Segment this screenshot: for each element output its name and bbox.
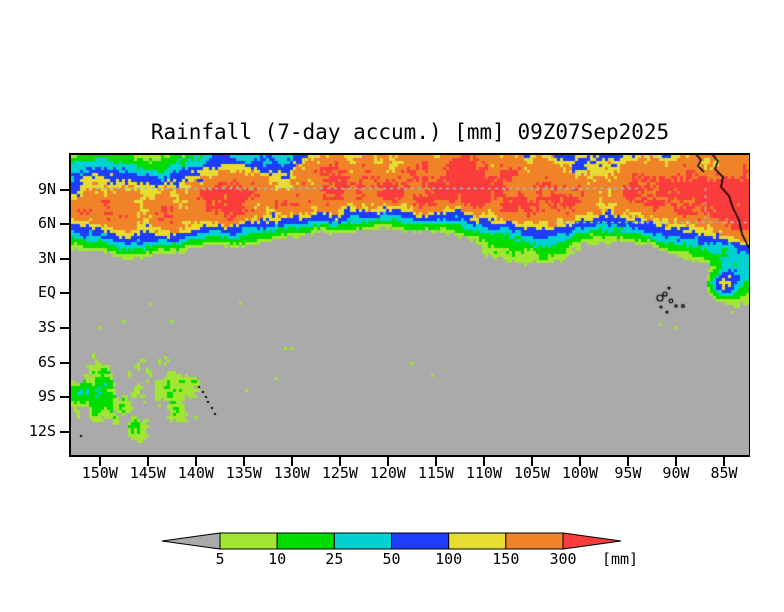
x-axis-label: 90W (662, 464, 690, 482)
x-axis-label: 125W (321, 464, 358, 482)
y-axis-label: 6S (37, 352, 56, 371)
colorbar-segment-3 (391, 532, 450, 550)
y-axis-label: 3N (37, 248, 56, 267)
colorbar-units-label: [mm] (601, 550, 639, 568)
x-axis-tick (722, 457, 725, 466)
colorbar-tick-label: 50 (382, 550, 401, 568)
colorbar-segment-2 (333, 532, 392, 550)
colorbar-arrow-left (161, 532, 221, 550)
colorbar-segment-0 (219, 532, 278, 550)
x-axis-tick (146, 457, 149, 466)
y-axis-label: 12S (28, 421, 56, 440)
x-axis-tick (338, 457, 341, 466)
y-axis-tick (60, 223, 69, 226)
colorbar-tick-label: 5 (215, 550, 225, 568)
colorbar-segment-5 (505, 532, 564, 550)
y-axis-tick (60, 292, 69, 295)
colorbar-tick-label: 300 (549, 550, 577, 568)
y-axis-label: 3S (37, 318, 56, 337)
rainfall-map-canvas (71, 155, 749, 455)
x-axis-tick (674, 457, 677, 466)
x-axis-tick (434, 457, 437, 466)
colorbar-tick-label: 10 (268, 550, 287, 568)
colorbar-segment-4 (448, 532, 507, 550)
x-axis-label: 130W (273, 464, 310, 482)
colorbar-tick-label: 150 (492, 550, 520, 568)
y-axis-tick (60, 361, 69, 364)
x-axis-tick (482, 457, 485, 466)
y-axis-label: 9S (37, 387, 56, 406)
colorbar (160, 531, 624, 551)
x-axis-label: 140W (177, 464, 214, 482)
x-axis-label: 150W (81, 464, 118, 482)
y-axis-tick (60, 396, 69, 399)
x-axis-label: 105W (513, 464, 550, 482)
y-axis-tick (60, 327, 69, 330)
y-axis-label: 9N (37, 179, 56, 198)
x-axis-label: 120W (369, 464, 406, 482)
colorbar-tick-label: 25 (325, 550, 344, 568)
x-axis-tick (242, 457, 245, 466)
x-axis-label: 145W (129, 464, 166, 482)
x-axis-label: 110W (465, 464, 502, 482)
x-axis-tick (386, 457, 389, 466)
x-axis-label: 115W (417, 464, 454, 482)
y-axis-tick (60, 257, 69, 260)
x-axis-label: 100W (561, 464, 598, 482)
y-axis-tick (60, 188, 69, 191)
chart-title: Rainfall (7-day accum.) [mm] 09Z07Sep202… (150, 120, 670, 144)
y-axis-label: 6N (37, 214, 56, 233)
x-axis-label: 85W (710, 464, 738, 482)
x-axis-label: 95W (614, 464, 642, 482)
colorbar-tick-label: 100 (435, 550, 463, 568)
x-axis-label: 135W (225, 464, 262, 482)
x-axis-tick (98, 457, 101, 466)
y-axis-tick (60, 430, 69, 433)
colorbar-arrow-right (562, 532, 622, 550)
x-axis-tick (530, 457, 533, 466)
x-axis-tick (290, 457, 293, 466)
y-axis-label: EQ (37, 283, 56, 302)
colorbar-segment-1 (276, 532, 335, 550)
x-axis-tick (626, 457, 629, 466)
colorbar-svg (161, 532, 622, 550)
x-axis-tick (578, 457, 581, 466)
x-axis-tick (194, 457, 197, 466)
